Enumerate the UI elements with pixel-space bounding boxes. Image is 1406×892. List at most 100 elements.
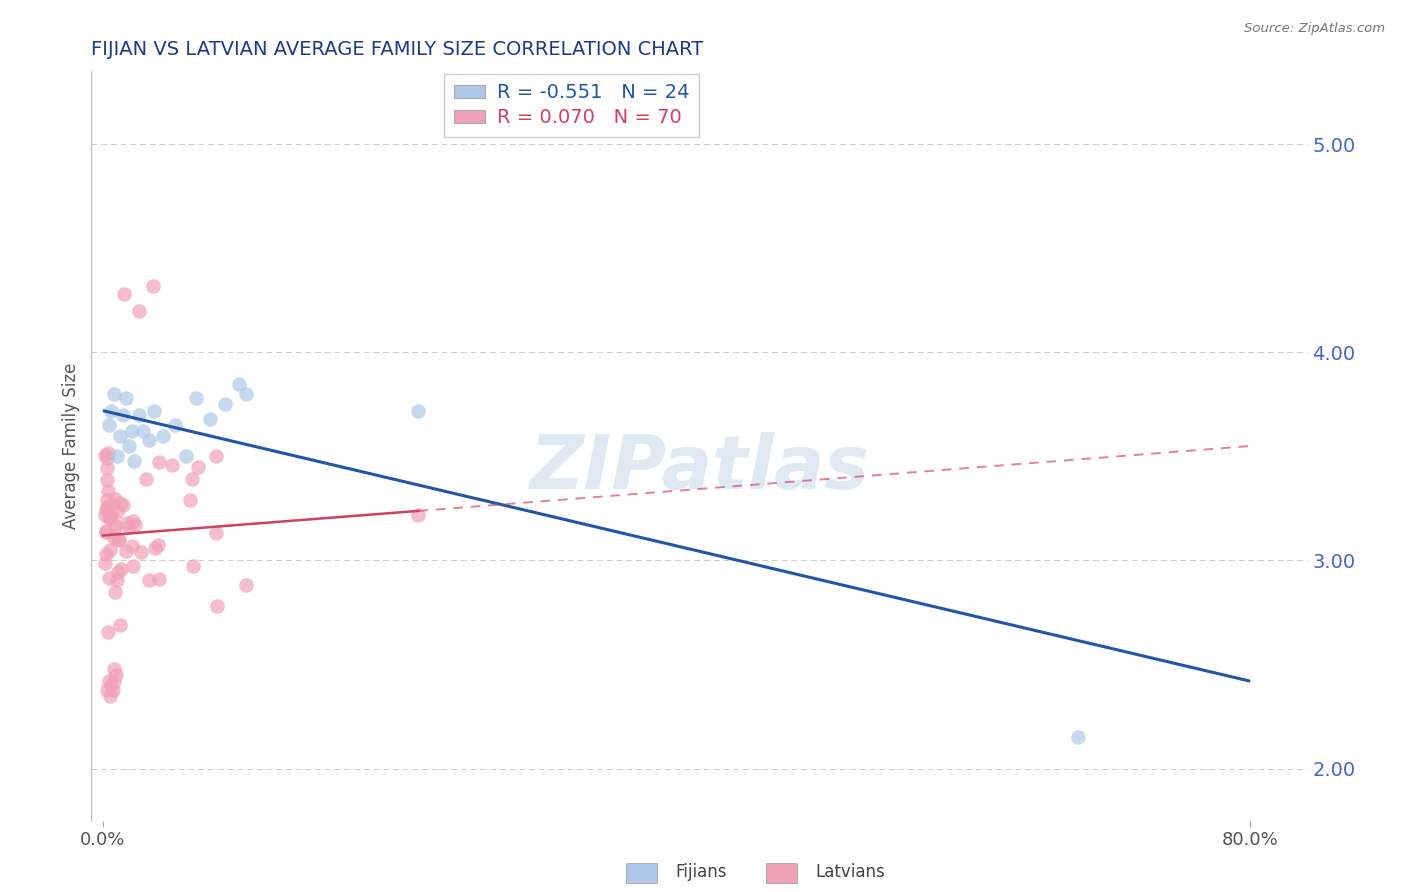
Point (105, 506, 128, 520)
Point (97, 674, 120, 689)
Point (207, 599, 229, 613)
Point (143, 541, 166, 555)
Text: Fijians: Fijians (675, 863, 727, 881)
Point (97, 483, 120, 498)
Point (135, 472, 157, 486)
Point (104, 519, 127, 533)
Text: FIJIAN VS LATVIAN AVERAGE FAMILY SIZE CORRELATION CHART: FIJIAN VS LATVIAN AVERAGE FAMILY SIZE CO… (91, 39, 703, 59)
Point (105, 450, 128, 464)
Point (96, 682, 118, 697)
Point (174, 450, 197, 464)
Point (97, 511, 120, 525)
Text: Source: ZipAtlas.com: Source: ZipAtlas.com (1244, 22, 1385, 36)
Point (121, 558, 143, 573)
Point (100, 403, 122, 417)
Point (107, 532, 129, 546)
Point (138, 433, 160, 447)
Point (110, 562, 132, 576)
Point (97, 446, 120, 460)
Point (181, 472, 204, 486)
Point (98, 543, 121, 558)
Point (408, 508, 430, 522)
Point (96, 493, 118, 508)
Point (187, 459, 209, 474)
Point (118, 520, 141, 534)
Point (132, 425, 155, 439)
Point (205, 526, 228, 541)
Point (124, 518, 146, 533)
Point (128, 303, 150, 318)
Point (148, 572, 170, 586)
Point (214, 397, 236, 411)
Point (235, 387, 257, 401)
Point (228, 376, 250, 391)
Text: Latvians: Latvians (815, 863, 886, 881)
Point (108, 618, 131, 632)
Point (103, 662, 125, 676)
Point (117, 516, 139, 530)
Point (112, 287, 135, 301)
Point (97, 625, 120, 640)
Point (93, 448, 115, 462)
Point (96, 473, 118, 487)
Point (103, 532, 125, 546)
Point (96, 451, 118, 466)
Point (107, 565, 129, 579)
Point (93, 508, 115, 522)
Point (94, 524, 117, 538)
Point (94, 524, 117, 539)
Point (200, 412, 222, 426)
Point (100, 507, 122, 521)
Point (103, 492, 125, 507)
Point (160, 458, 183, 472)
Point (112, 498, 135, 512)
Point (108, 428, 131, 442)
Point (96, 500, 118, 514)
Point (204, 449, 226, 463)
Point (148, 538, 170, 552)
Point (235, 578, 257, 592)
Point (93, 556, 115, 570)
Text: ZIPatlas: ZIPatlas (530, 432, 869, 505)
Point (179, 493, 201, 508)
Point (408, 403, 430, 417)
Point (104, 519, 127, 533)
Point (97, 571, 120, 585)
Point (131, 545, 153, 559)
Point (184, 391, 207, 405)
Point (105, 573, 128, 587)
Point (98, 509, 121, 524)
Point (121, 514, 143, 528)
Point (128, 408, 150, 422)
Point (96, 547, 118, 561)
Point (101, 682, 124, 697)
Y-axis label: Average Family Size: Average Family Size (62, 363, 80, 529)
Point (181, 559, 204, 574)
Point (142, 278, 165, 293)
Point (114, 391, 136, 405)
Legend: R = -0.551   N = 24, R = 0.070   N = 70: R = -0.551 N = 24, R = 0.070 N = 70 (444, 73, 699, 136)
Point (110, 496, 132, 510)
Point (121, 425, 143, 439)
Point (115, 543, 138, 558)
Point (148, 455, 170, 469)
Point (100, 678, 122, 692)
Point (98, 689, 121, 703)
Point (124, 453, 146, 467)
Point (103, 387, 125, 401)
Point (94, 503, 117, 517)
Point (108, 533, 131, 547)
Point (111, 408, 134, 422)
Point (143, 403, 166, 417)
Point (104, 668, 127, 682)
Point (104, 584, 127, 599)
Point (1067, 731, 1090, 745)
Point (96, 461, 118, 475)
Point (163, 418, 186, 433)
Point (152, 428, 174, 442)
Point (121, 539, 143, 553)
Point (97, 418, 120, 433)
Point (118, 439, 141, 453)
Point (103, 674, 125, 689)
Point (138, 574, 160, 588)
